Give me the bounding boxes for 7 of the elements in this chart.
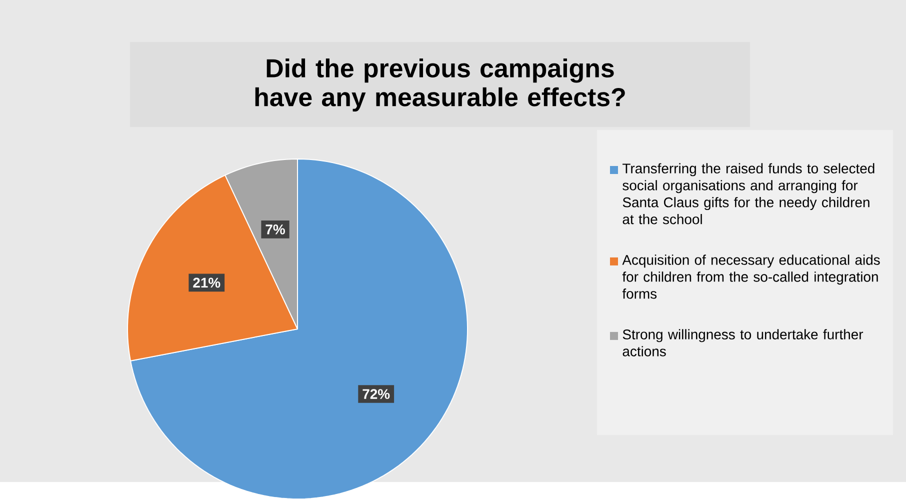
- data-label: 72%: [362, 388, 390, 399]
- legend-label: Strong willingness to undertake further actions: [622, 328, 864, 356]
- data-label: 7%: [266, 224, 285, 234]
- chart-title: Did the previous campaigns have any measurable effects?: [255, 58, 625, 112]
- data-label: 21%: [193, 278, 220, 288]
- legend-label: Acquisition of necessary educational aids for children from the so-called integration forms: [622, 254, 880, 299]
- legend-label: Transferring the raised funds to selected social organisations and arranging for Santa Claus gifts for the needy children at the school: [622, 162, 874, 224]
